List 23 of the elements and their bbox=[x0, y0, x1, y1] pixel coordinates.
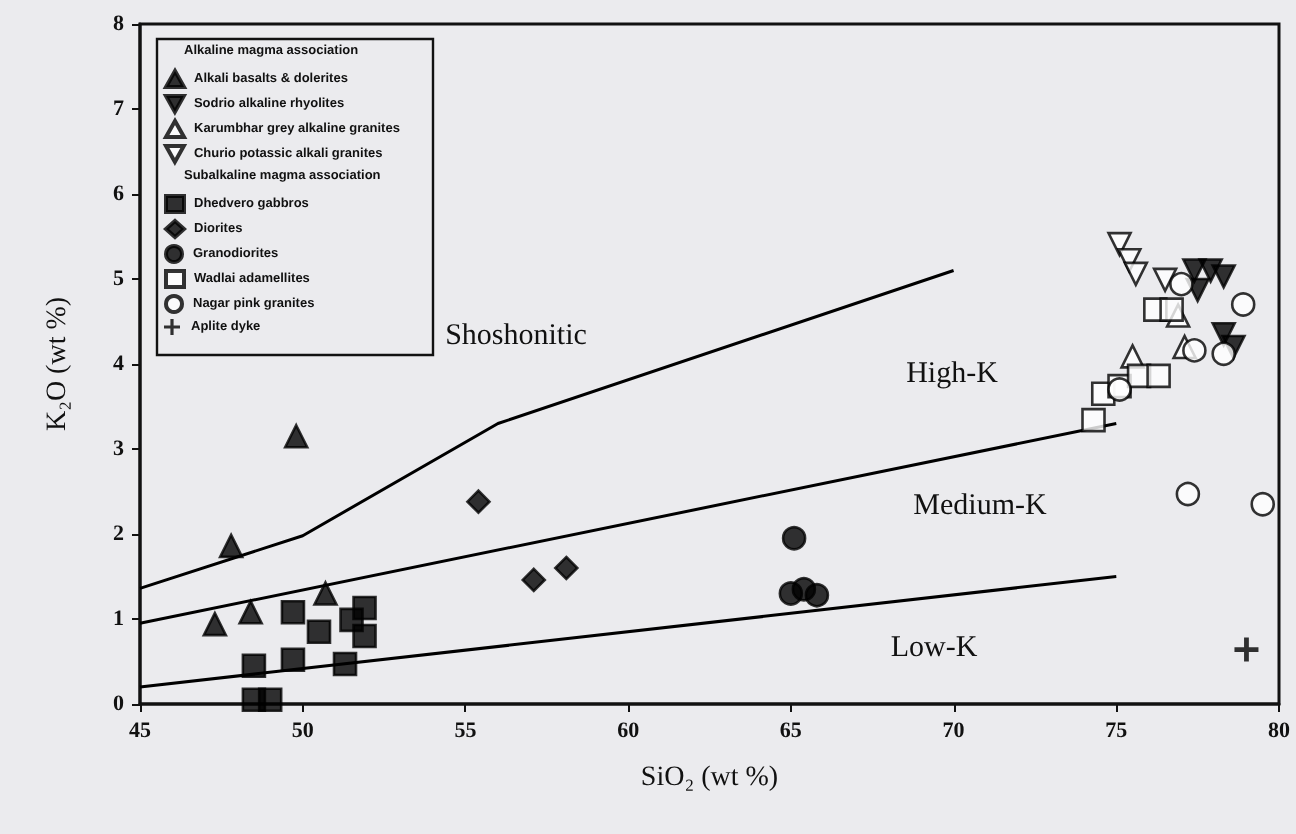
x-tick-label: 60 bbox=[617, 719, 641, 743]
y-tick-label: 3 bbox=[113, 437, 125, 461]
x-tick-label: 50 bbox=[291, 719, 315, 743]
y-tick-label: 2 bbox=[113, 522, 125, 546]
x-tick-label: 70 bbox=[942, 719, 966, 743]
y-axis-title: K₂O (wt %) bbox=[43, 296, 73, 432]
x-tick-label: 65 bbox=[779, 719, 803, 743]
x-tick-label: 75 bbox=[1105, 719, 1129, 743]
y-tick-label: 5 bbox=[113, 267, 125, 291]
annotation: High-K bbox=[906, 358, 999, 390]
y-tick-label: 6 bbox=[113, 182, 125, 206]
y-tick-label: 4 bbox=[113, 352, 125, 376]
x-tick-label: 80 bbox=[1268, 719, 1291, 743]
x-tick-label: 55 bbox=[454, 719, 478, 743]
y-tick-label: 8 bbox=[113, 12, 125, 36]
x-axis-title: SiO₂ (wt %) bbox=[640, 763, 779, 793]
y-tick-label: 1 bbox=[113, 607, 124, 631]
y-tick-label: 0 bbox=[113, 692, 125, 716]
y-tick-label: 7 bbox=[113, 97, 125, 121]
annotation: Medium-K bbox=[913, 490, 1047, 522]
annotation: Shoshonitic bbox=[445, 320, 588, 352]
x-tick-label: 45 bbox=[129, 719, 152, 743]
annotation: Low-K bbox=[890, 632, 978, 664]
